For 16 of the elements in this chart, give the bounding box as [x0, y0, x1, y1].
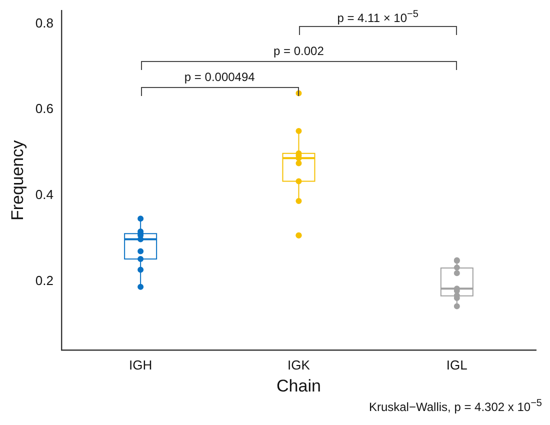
significance-bracket: p = 0.002: [140, 44, 457, 69]
y-tick-label: 0.8: [35, 15, 54, 30]
y-tick-label: 0.4: [35, 187, 54, 202]
x-axis-title: Chain: [276, 376, 321, 396]
significance-bracket: p = 4.11 × 10$^{−5}$: [298, 8, 457, 34]
x-tick-label: IGK: [288, 357, 310, 372]
significance-bracket: p = 0.000494: [140, 70, 299, 95]
annotation: p = 0.000494: [184, 70, 255, 84]
annotation: p = 0.002: [274, 44, 324, 58]
x-tick-label: IGL: [446, 357, 468, 372]
x-tick-label: IGH: [128, 357, 152, 372]
y-tick-label: 0.6: [35, 101, 54, 116]
text: Kruskal−Wallis, p = 4.302 x 10$^{−5}$: [368, 398, 542, 414]
y-tick-label: 0.2: [35, 272, 54, 288]
y-axis-title: Frequency: [8, 140, 27, 221]
annotation: p = 4.11 × 10$^{−5}$: [337, 8, 418, 25]
